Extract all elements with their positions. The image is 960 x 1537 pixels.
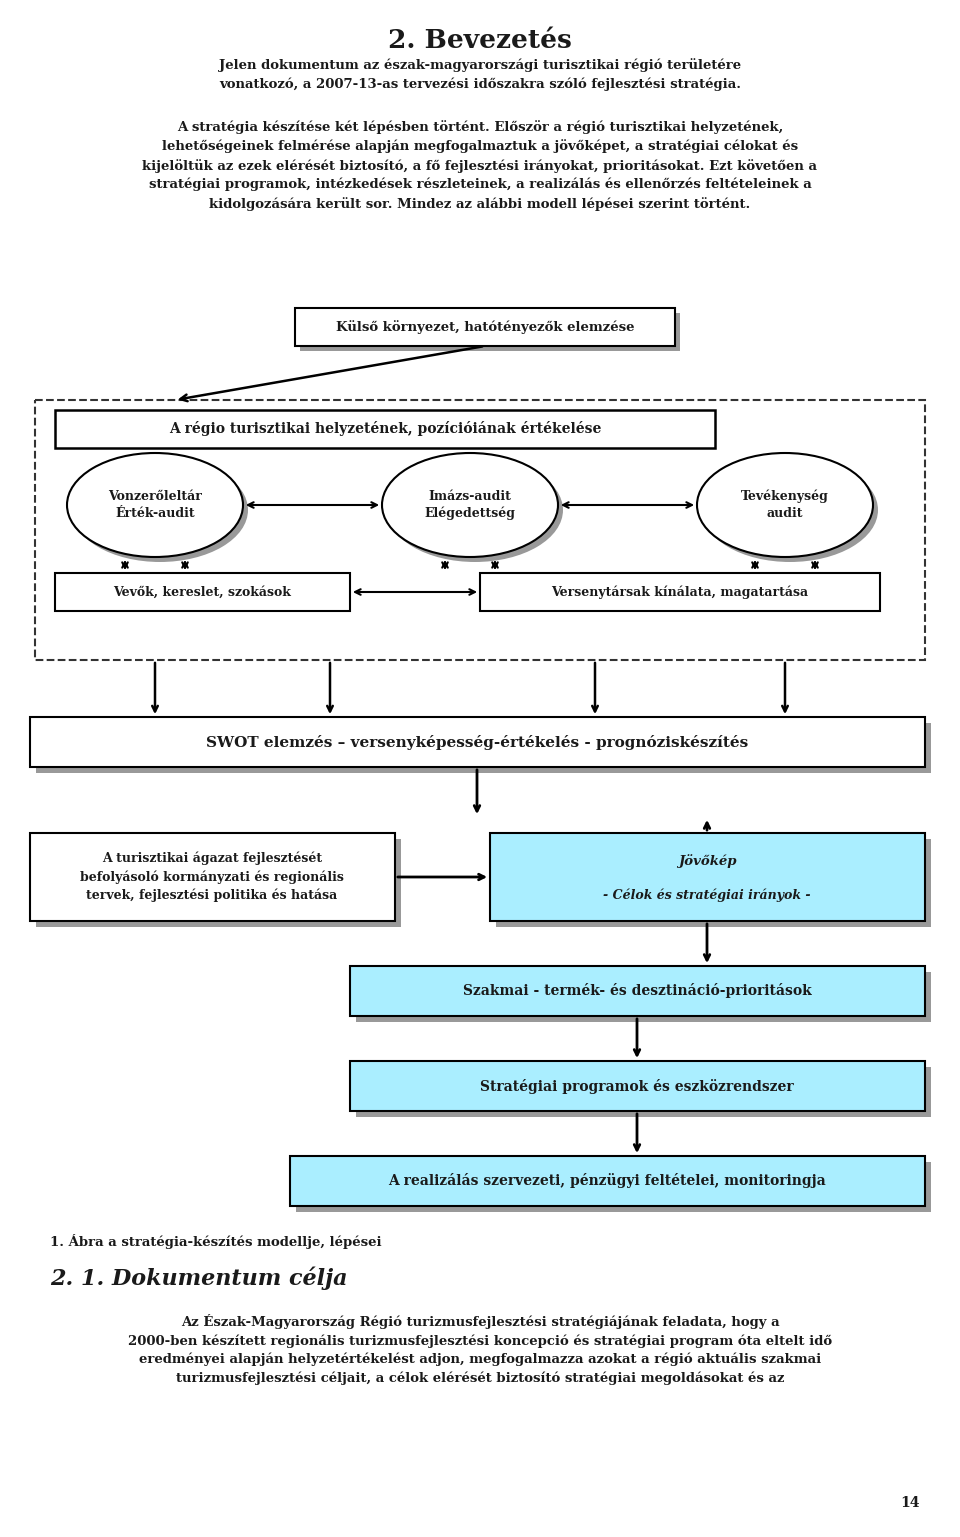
- FancyBboxPatch shape: [296, 1162, 931, 1213]
- Text: Imázs-audit
Elégedettség: Imázs-audit Elégedettség: [424, 490, 516, 521]
- FancyBboxPatch shape: [30, 716, 925, 767]
- FancyBboxPatch shape: [290, 1156, 925, 1207]
- Text: A turisztikai ágazat fejlesztését
befolyásoló kormányzati és regionális
tervek, : A turisztikai ágazat fejlesztését befoly…: [80, 851, 344, 902]
- FancyBboxPatch shape: [55, 573, 350, 612]
- FancyBboxPatch shape: [496, 839, 931, 927]
- Text: Jövőkép: Jövőkép: [678, 855, 736, 868]
- Text: SWOT elemzés – versenyképesség-értékelés - prognóziskészítés: SWOT elemzés – versenyképesség-értékelés…: [205, 735, 748, 750]
- Ellipse shape: [67, 453, 243, 556]
- Text: Szakmai - termék- és desztináció-prioritások: Szakmai - termék- és desztináció-priorit…: [463, 984, 811, 999]
- Ellipse shape: [697, 453, 873, 556]
- FancyBboxPatch shape: [480, 573, 880, 612]
- Ellipse shape: [387, 458, 563, 563]
- FancyBboxPatch shape: [356, 1067, 931, 1117]
- Text: Stratégiai programok és eszközrendszer: Stratégiai programok és eszközrendszer: [480, 1079, 794, 1093]
- Text: - Célok és stratégiai irányok -: - Célok és stratégiai irányok -: [603, 888, 811, 902]
- Text: 2. Bevezetés: 2. Bevezetés: [388, 28, 572, 52]
- Text: Tevékenység
audit: Tevékenység audit: [741, 490, 828, 520]
- FancyBboxPatch shape: [490, 833, 925, 921]
- FancyBboxPatch shape: [295, 307, 675, 346]
- Text: Vevők, kereslet, szokások: Vevők, kereslet, szokások: [113, 586, 291, 598]
- Text: 1. Ábra a stratégia-készítés modellje, lépései: 1. Ábra a stratégia-készítés modellje, l…: [50, 1234, 382, 1250]
- Text: A régio turisztikai helyzetének, pozícióiának értékelése: A régio turisztikai helyzetének, pozíció…: [169, 421, 601, 437]
- Text: Versenytársak kínálata, magatartása: Versenytársak kínálata, magatartása: [551, 586, 808, 599]
- Ellipse shape: [382, 453, 558, 556]
- FancyBboxPatch shape: [30, 833, 395, 921]
- Text: 14: 14: [900, 1496, 920, 1509]
- FancyBboxPatch shape: [55, 410, 715, 447]
- Ellipse shape: [72, 458, 248, 563]
- Text: Vonzerőleltár
Érték-audit: Vonzerőleltár Érték-audit: [108, 490, 202, 520]
- Text: Jelen dokumentum az észak-magyarországi turisztikai régió területére
vonatkozó, : Jelen dokumentum az észak-magyarországi …: [219, 58, 741, 91]
- Text: 2. 1. Dokumentum célja: 2. 1. Dokumentum célja: [50, 1266, 348, 1290]
- Text: Az Észak-Magyarország Régió turizmusfejlesztési stratégiájának feladata, hogy a
: Az Észak-Magyarország Régió turizmusfejl…: [128, 1314, 832, 1385]
- Ellipse shape: [702, 458, 878, 563]
- FancyBboxPatch shape: [350, 965, 925, 1016]
- Text: A realizálás szervezeti, pénzügyi feltételei, monitoringja: A realizálás szervezeti, pénzügyi feltét…: [388, 1174, 826, 1188]
- FancyBboxPatch shape: [300, 314, 680, 350]
- FancyBboxPatch shape: [36, 722, 931, 773]
- FancyBboxPatch shape: [356, 971, 931, 1022]
- FancyBboxPatch shape: [350, 1061, 925, 1111]
- Text: Külső környezet, hatótényezők elemzése: Külső környezet, hatótényezők elemzése: [336, 320, 635, 334]
- Text: A stratégia készítése két lépésben történt. Először a régió turisztikai helyzeté: A stratégia készítése két lépésben törté…: [142, 120, 818, 211]
- FancyBboxPatch shape: [36, 839, 401, 927]
